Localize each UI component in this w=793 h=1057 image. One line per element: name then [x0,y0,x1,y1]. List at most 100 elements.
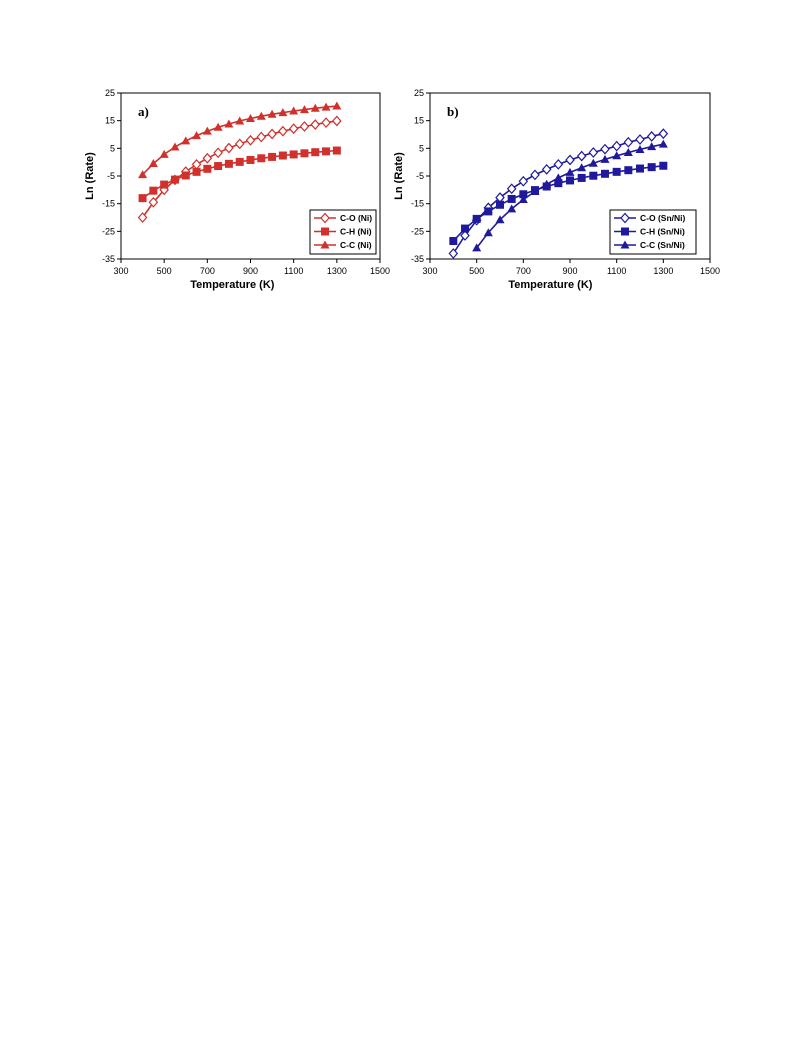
data-point [213,147,223,159]
y-tick-label: -25 [411,226,424,236]
data-point [507,194,516,203]
data-point [181,171,190,180]
y-tick-label: 15 [105,116,115,126]
legend-label: C-H (Ni) [340,227,372,237]
data-point [506,183,517,195]
data-point [148,159,158,168]
data-point [472,214,481,223]
panel-label: b) [447,104,459,119]
x-tick-label: 700 [516,266,531,276]
y-tick-label: -5 [107,171,115,181]
data-point [288,123,299,135]
data-point [159,149,169,158]
data-point [224,159,233,168]
x-tick-label: 1500 [700,266,720,276]
x-tick-label: 1500 [370,266,390,276]
legend-label: C-H (Sn/Ni) [640,227,685,237]
data-point [588,147,599,158]
data-point [647,163,656,172]
data-point [518,175,529,187]
y-tick-label: 5 [110,143,115,153]
data-point [267,128,277,140]
x-tick-label: 300 [422,266,437,276]
data-point [635,134,645,145]
data-point [600,143,610,155]
data-point [213,122,223,131]
data-point [601,169,609,178]
data-point [624,166,633,175]
data-point [472,243,482,252]
x-tick-label: 1300 [327,266,347,276]
data-point [448,248,459,259]
data-point [256,111,266,120]
data-point [160,180,169,189]
data-point [267,109,277,118]
y-tick-label: -15 [411,199,424,209]
x-tick-label: 900 [243,266,258,276]
data-point [530,186,540,195]
x-tick-label: 500 [469,266,484,276]
data-point [278,125,288,137]
data-point [214,162,223,171]
data-point [245,134,256,146]
data-point [623,147,633,156]
data-point [554,179,563,188]
data-point [235,116,245,125]
y-tick-label: -35 [102,254,115,264]
data-point [192,167,201,176]
x-tick-label: 1100 [284,266,303,276]
legend-label: C-C (Ni) [340,240,372,250]
data-point [496,200,504,209]
y-tick-label: -15 [102,199,115,209]
data-point [321,102,331,111]
legend-marker [320,240,330,249]
data-point [202,126,212,135]
series-c-c-ni [138,101,342,179]
data-point [460,230,470,241]
y-tick-label: -5 [416,171,424,181]
data-point [224,119,234,128]
y-tick-label: 15 [414,116,424,126]
data-point [542,179,552,188]
data-point [246,155,255,164]
y-axis-title: Ln (Rate) [393,152,405,200]
data-point [565,154,575,166]
y-tick-label: -35 [411,254,424,264]
data-point [268,152,277,161]
legend-marker [620,240,630,249]
data-point [519,190,528,199]
legend-label: C-C (Sn/Ni) [640,240,685,250]
data-point [484,207,493,216]
data-point [449,237,458,246]
data-point [332,101,342,110]
data-point [170,175,179,184]
y-tick-label: -25 [102,226,115,236]
y-tick-label: 25 [105,88,115,98]
legend-label: C-O (Ni) [340,213,372,223]
data-point [600,154,610,163]
x-tick-label: 300 [113,266,128,276]
data-point [257,154,266,163]
data-point [647,142,657,151]
data-point [589,171,598,180]
data-point [553,158,564,170]
data-point [192,131,202,140]
data-point [636,164,644,173]
data-point [256,131,267,143]
data-point [635,144,645,153]
data-point [541,163,552,175]
data-point [234,138,245,150]
data-point [246,113,255,122]
data-point [576,150,587,162]
data-point [224,142,234,154]
series-c-c-sn-ni [472,139,668,252]
data-point [311,148,320,157]
data-point [203,164,212,173]
x-tick-label: 1300 [653,266,673,276]
data-point [181,136,191,145]
panel-label: a) [138,104,149,119]
data-point [202,152,213,164]
data-point [507,204,517,213]
data-point [612,167,621,176]
data-point [483,228,493,237]
